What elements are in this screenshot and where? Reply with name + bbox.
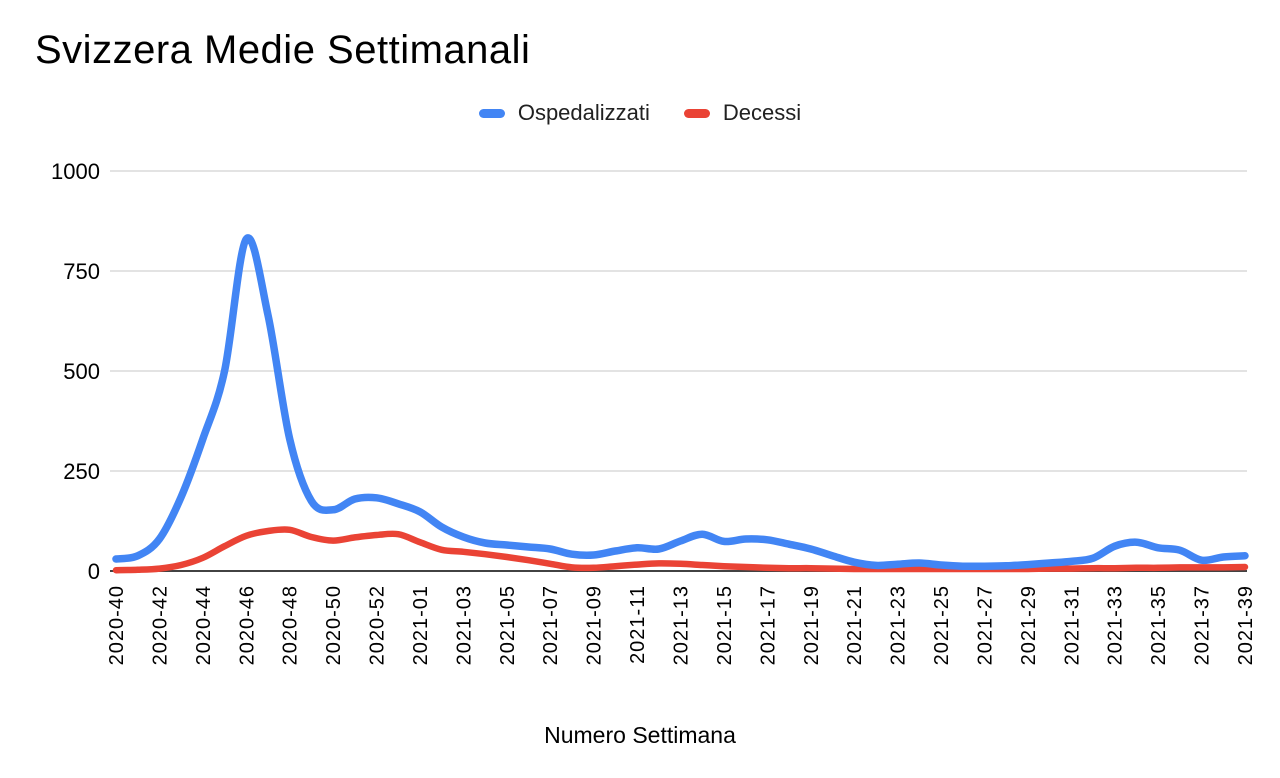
x-tick-label: 2020-42: [149, 585, 171, 665]
y-tick-label: 500: [63, 359, 100, 384]
x-tick-label: 2021-33: [1105, 585, 1127, 665]
x-tick-label: 2021-27: [974, 585, 996, 665]
x-tick-label: 2020-44: [193, 585, 215, 665]
x-tick-label: 2021-21: [844, 585, 866, 665]
legend: Ospedalizzati Decessi: [0, 100, 1280, 126]
x-tick-label: 2020-46: [236, 585, 258, 665]
series-line-decessi: [112, 526, 1249, 574]
x-tick-label: 2021-19: [801, 585, 823, 665]
legend-label-decessi: Decessi: [722, 100, 802, 125]
y-tick-label: 250: [63, 459, 100, 484]
x-tick-label: 2020-48: [280, 585, 302, 665]
x-tick-label: 2020-40: [106, 585, 128, 665]
x-tick-label: 2020-52: [367, 585, 389, 665]
legend-item-decessi: Decessi: [683, 100, 802, 126]
x-tick-label: 2021-39: [1235, 585, 1257, 665]
x-tick-label: 2021-13: [671, 585, 693, 665]
x-tick-label: 2021-35: [1148, 585, 1170, 665]
chart-title: Svizzera Medie Settimanali: [35, 28, 531, 72]
y-tick-label: 0: [88, 559, 100, 584]
x-tick-label: 2021-29: [1018, 585, 1040, 665]
x-tick-label: 2021-37: [1192, 585, 1214, 665]
x-tick-label: 2021-25: [931, 585, 953, 665]
x-tick-label: 2021-23: [888, 585, 910, 665]
x-tick-label: 2020-50: [323, 585, 345, 665]
x-axis-title: Numero Settimana: [544, 722, 736, 748]
legend-label-ospedalizzati: Ospedalizzati: [517, 100, 650, 125]
y-tick-label: 750: [63, 259, 100, 284]
series-line-ospedalizzati: [112, 234, 1249, 571]
legend-item-ospedalizzati: Ospedalizzati: [478, 100, 650, 126]
y-tick-label: 1000: [51, 159, 100, 184]
x-tick-label: 2021-07: [540, 585, 562, 665]
x-tick-label: 2021-09: [584, 585, 606, 665]
legend-line-dash-icon: [478, 108, 505, 118]
x-tick-label: 2021-31: [1061, 585, 1083, 665]
x-tick-label: 2021-15: [714, 585, 736, 665]
x-tick-label: 2021-03: [453, 585, 475, 665]
x-tick-label: 2021-01: [410, 585, 432, 665]
x-tick-label: 2021-05: [497, 585, 519, 665]
x-tick-label: 2021-11: [627, 585, 649, 664]
x-tick-label: 2021-17: [757, 585, 779, 665]
legend-line-dash-icon: [683, 108, 710, 118]
